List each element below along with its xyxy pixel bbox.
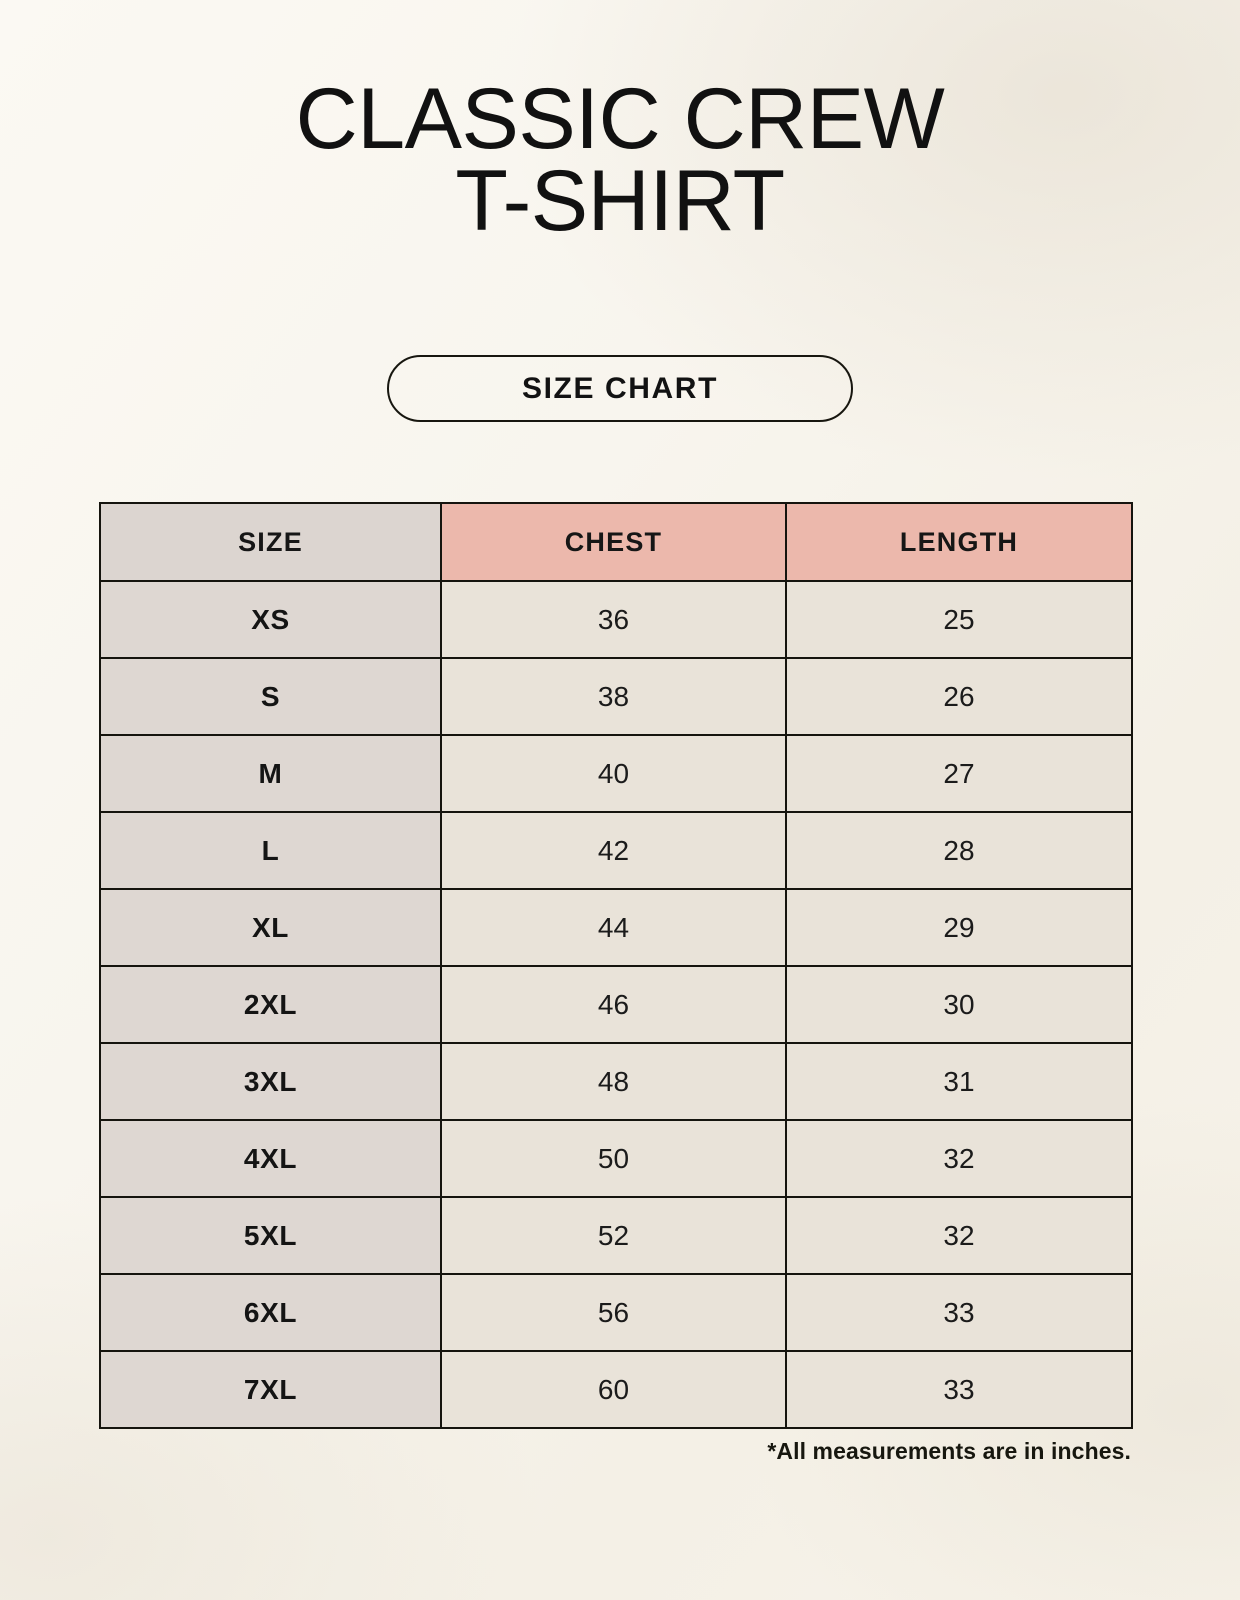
cell-length: 28 xyxy=(785,811,1133,890)
cell-chest: 52 xyxy=(440,1196,787,1275)
cell-chest: 40 xyxy=(440,734,787,813)
cell-chest: 36 xyxy=(440,580,787,659)
cell-chest: 44 xyxy=(440,888,787,967)
cell-chest: 50 xyxy=(440,1119,787,1198)
table-row: 2XL 46 30 xyxy=(99,965,1133,1044)
table-row: 6XL 56 33 xyxy=(99,1273,1133,1352)
cell-length: 27 xyxy=(785,734,1133,813)
page-title: CLASSIC CREW T-SHIRT xyxy=(0,71,1240,249)
cell-length: 31 xyxy=(785,1042,1133,1121)
cell-size: 7XL xyxy=(99,1350,442,1429)
column-header-chest: CHEST xyxy=(440,502,787,582)
measurements-footnote: *All measurements are in inches. xyxy=(767,1438,1131,1464)
cell-size: XL xyxy=(99,888,442,967)
column-header-size: SIZE xyxy=(99,502,442,582)
cell-chest: 60 xyxy=(440,1350,787,1429)
table-row: 3XL 48 31 xyxy=(99,1042,1133,1121)
cell-size: 6XL xyxy=(99,1273,442,1352)
page-title-line-2: T-SHIRT xyxy=(455,153,785,249)
table-row: 7XL 60 33 xyxy=(99,1350,1133,1429)
table-header-row: SIZE CHEST LENGTH xyxy=(99,502,1133,582)
table-row: XL 44 29 xyxy=(99,888,1133,967)
cell-chest: 56 xyxy=(440,1273,787,1352)
cell-length: 26 xyxy=(785,657,1133,736)
table-row: S 38 26 xyxy=(99,657,1133,736)
cell-chest: 38 xyxy=(440,657,787,736)
cell-size: S xyxy=(99,657,442,736)
cell-size: 5XL xyxy=(99,1196,442,1275)
cell-length: 32 xyxy=(785,1196,1133,1275)
table-row: XS 36 25 xyxy=(99,580,1133,659)
cell-length: 33 xyxy=(785,1273,1133,1352)
cell-chest: 46 xyxy=(440,965,787,1044)
size-chart-badge[interactable]: SIZE CHART xyxy=(387,355,853,422)
column-header-length: LENGTH xyxy=(785,502,1133,582)
table-row: 4XL 50 32 xyxy=(99,1119,1133,1198)
table-row: 5XL 52 32 xyxy=(99,1196,1133,1275)
cell-length: 33 xyxy=(785,1350,1133,1429)
cell-length: 32 xyxy=(785,1119,1133,1198)
table-row: L 42 28 xyxy=(99,811,1133,890)
cell-size: 2XL xyxy=(99,965,442,1044)
cell-chest: 48 xyxy=(440,1042,787,1121)
cell-length: 25 xyxy=(785,580,1133,659)
cell-length: 30 xyxy=(785,965,1133,1044)
cell-size: XS xyxy=(99,580,442,659)
cell-size: M xyxy=(99,734,442,813)
cell-chest: 42 xyxy=(440,811,787,890)
cell-length: 29 xyxy=(785,888,1133,967)
size-chart-table: SIZE CHEST LENGTH XS 36 25 S 38 26 M 40 27 L 42 28 X… xyxy=(99,502,1133,1429)
page-title-line-1: CLASSIC CREW xyxy=(295,71,945,167)
cell-size: 4XL xyxy=(99,1119,442,1198)
cell-size: 3XL xyxy=(99,1042,442,1121)
table-row: M 40 27 xyxy=(99,734,1133,813)
cell-size: L xyxy=(99,811,442,890)
badge-container: SIZE CHART xyxy=(0,355,1240,422)
table-header: SIZE CHEST LENGTH xyxy=(99,502,1133,582)
table-body: XS 36 25 S 38 26 M 40 27 L 42 28 XL 44 29 2XL 46 30 3XL 48 3… xyxy=(99,580,1133,1429)
